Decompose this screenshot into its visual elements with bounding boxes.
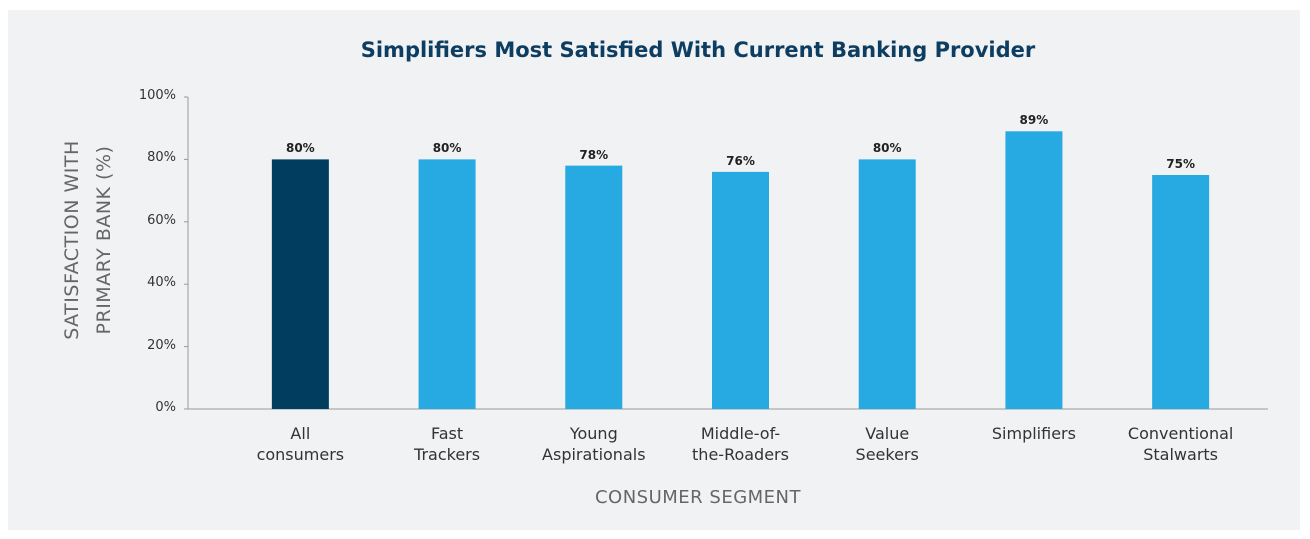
- y-axis-label: SATISFACTION WITH PRIMARY BANK (%): [61, 140, 115, 340]
- bar: [712, 171, 769, 409]
- bar: [1152, 175, 1210, 409]
- value-label: 80%: [432, 141, 462, 156]
- x-tick-label: Simplifiers: [991, 424, 1076, 443]
- y-tick-label: 20%: [147, 337, 176, 353]
- value-label: 89%: [1019, 113, 1049, 128]
- x-tick-label: Young Aspirationals: [542, 424, 646, 464]
- bar: [271, 159, 329, 409]
- y-tick-label: 0%: [155, 400, 176, 415]
- x-axis-label: CONSUMER SEGMENT: [594, 487, 802, 508]
- bar: [418, 159, 476, 409]
- x-tick-label: Middle-of- the-Roaders: [692, 424, 789, 464]
- y-tick-label: 80%: [147, 150, 176, 166]
- bar: [1005, 131, 1063, 409]
- value-label: 80%: [872, 141, 902, 156]
- value-label: 78%: [579, 147, 609, 162]
- value-label: 75%: [1166, 157, 1195, 171]
- bar: [565, 165, 623, 409]
- x-tick-label: Value Seekers: [855, 424, 919, 464]
- chart-background: [8, 10, 1300, 530]
- bar: [858, 159, 916, 409]
- x-tick-label: All consumers: [256, 424, 345, 464]
- value-label: 80%: [285, 141, 315, 156]
- value-label: 76%: [726, 153, 755, 168]
- x-tick-label: Conventional Stalwarts: [1127, 424, 1234, 464]
- y-tick-label: 40%: [147, 275, 176, 291]
- chart-title: Simplifiers Most Satisfied With Current …: [360, 38, 1036, 62]
- x-tick-label: Fast Trackers: [414, 424, 481, 464]
- y-tick-label: 100%: [138, 88, 176, 103]
- y-tick-label: 60%: [147, 212, 176, 228]
